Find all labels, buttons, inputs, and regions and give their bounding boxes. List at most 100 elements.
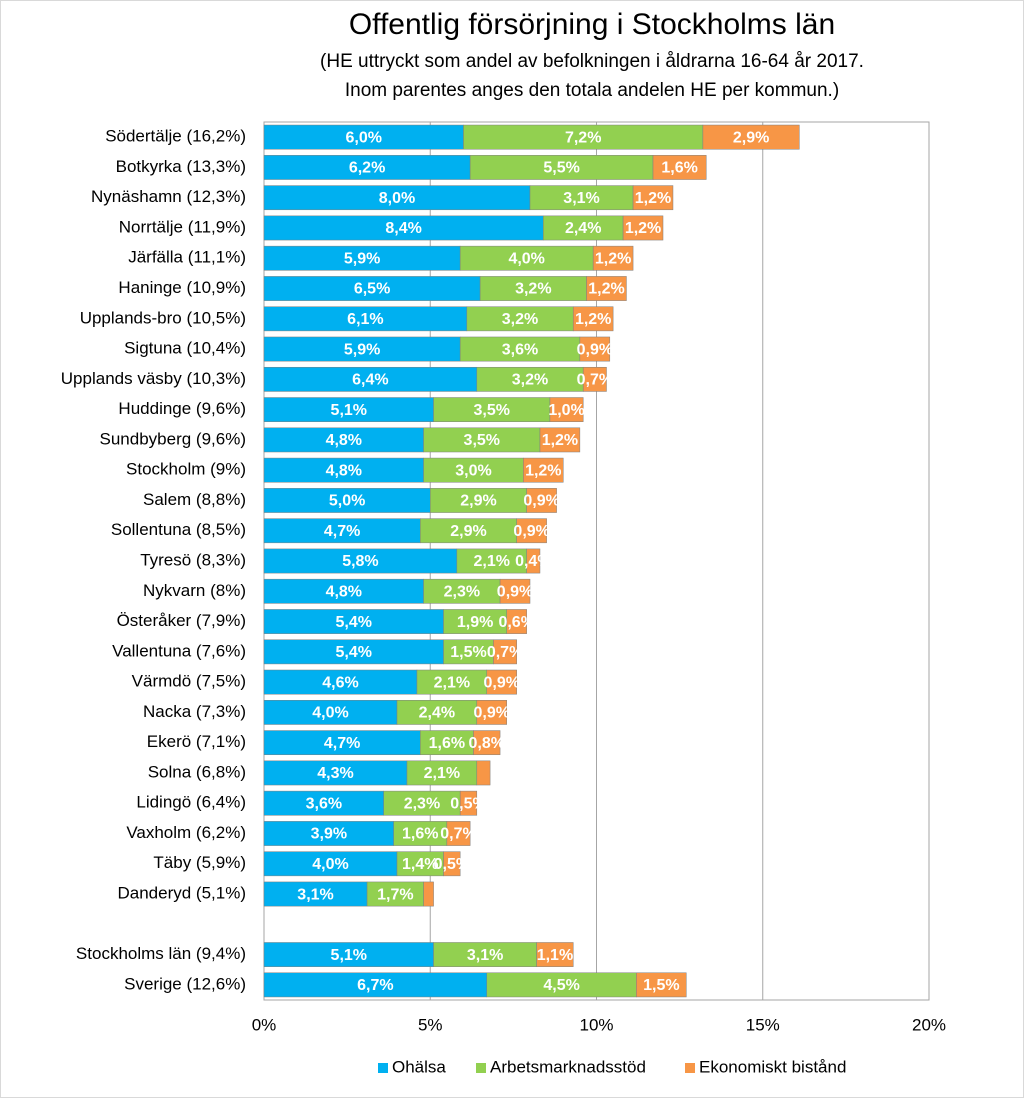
bar-segment (476, 700, 507, 725)
bar-segment (523, 457, 564, 483)
bar-segment (406, 760, 478, 786)
bar-segment (622, 215, 664, 241)
value-label: 4,7% (324, 523, 360, 540)
bar-segment (366, 881, 424, 907)
bar-segment (263, 185, 531, 211)
bar-segment (423, 881, 434, 907)
y-tick-label: Lidingö (6,4%) (136, 793, 246, 812)
value-label: 2,1% (434, 674, 470, 691)
value-label: 4,8% (326, 462, 362, 479)
value-label: 4,7% (324, 735, 360, 752)
y-tick-label: Österåker (7,9%) (117, 611, 246, 630)
bar-segment (263, 397, 434, 422)
bar-segment (516, 518, 547, 544)
value-label: 5,1% (331, 402, 367, 419)
legend-swatch (378, 1063, 388, 1073)
bar-segment (632, 185, 674, 211)
bar-segment (263, 790, 384, 816)
chart-subtitle: (HE uttryckt som andel av befolkningen i… (320, 51, 864, 72)
value-label: 3,5% (474, 402, 510, 419)
value-label: 0,7% (487, 644, 523, 661)
y-tick-label: Stockholm (9%) (126, 460, 246, 479)
bar-segment (396, 700, 478, 725)
value-label: 0,9% (474, 705, 510, 722)
bar-segment (526, 488, 557, 513)
value-label: 1,2% (525, 462, 561, 479)
value-label: 6,0% (346, 129, 382, 146)
bar-segment (416, 669, 488, 695)
y-tick-label: Sverige (12,6%) (124, 974, 246, 993)
value-label: 2,3% (444, 583, 480, 600)
value-label: 0,8% (469, 735, 505, 752)
y-tick-label: Sundbyberg (9,6%) (100, 429, 246, 448)
bar-segment (549, 397, 584, 422)
bar-segment (263, 124, 464, 150)
value-label: 5,8% (342, 553, 378, 570)
bar-segment (263, 548, 458, 574)
bar-segment (579, 336, 611, 362)
legend-label: Ohälsa (392, 1057, 446, 1076)
value-label: 2,4% (565, 220, 601, 237)
chart-subtitle: Inom parentes anges den totala andelen H… (345, 80, 839, 101)
x-tick-label: 15% (746, 1015, 780, 1034)
value-label: 1,0% (548, 402, 584, 419)
bar-segment (420, 730, 474, 756)
bar-segment (652, 155, 707, 180)
bar-segment (263, 488, 431, 513)
bar-segment (430, 488, 527, 513)
value-label: 5,4% (336, 644, 372, 661)
value-label: 1,6% (429, 735, 465, 752)
value-label: 5,9% (344, 341, 380, 358)
y-tick-label: Täby (5,9%) (153, 853, 246, 872)
y-tick-label: Norrtälje (11,9%) (119, 217, 246, 236)
value-label: 4,8% (326, 432, 362, 449)
value-label: 7,2% (565, 129, 601, 146)
value-label: 3,2% (502, 311, 538, 328)
x-tick-label: 20% (912, 1015, 946, 1034)
value-label: 6,5% (354, 281, 390, 298)
value-label: 1,2% (575, 311, 611, 328)
bar-segment (499, 578, 531, 604)
y-tick-label: Upplands väsby (10,3%) (61, 369, 246, 388)
value-label: 0,9% (513, 523, 549, 540)
bar-segment (263, 155, 471, 180)
value-label: 3,0% (455, 462, 491, 479)
bar-segment (443, 851, 461, 877)
bar-segment (263, 700, 398, 725)
bar-segment (263, 730, 421, 756)
value-label: 1,4% (402, 856, 438, 873)
bar-segment (263, 427, 424, 453)
legend-swatch (476, 1063, 486, 1073)
value-label: 4,0% (312, 705, 348, 722)
y-tick-label: Tyresö (8,3%) (140, 550, 246, 569)
bar-segment (506, 609, 527, 634)
y-tick-label: Ekerö (7,1%) (147, 732, 246, 751)
value-label: 2,3% (404, 795, 440, 812)
bar-segment (263, 609, 444, 634)
y-tick-label: Upplands-bro (10,5%) (80, 308, 246, 327)
y-tick-label: Nacka (7,3%) (143, 702, 246, 721)
y-tick-label: Nykvarn (8%) (143, 581, 246, 600)
value-label: 2,9% (733, 129, 769, 146)
value-label: 1,9% (457, 614, 493, 631)
y-tick-label: Sigtuna (10,4%) (124, 339, 246, 358)
value-label: 3,1% (563, 190, 599, 207)
value-label: 4,0% (508, 250, 544, 267)
y-tick-label: Danderyd (5,1%) (117, 884, 246, 903)
value-label: 1,2% (625, 220, 661, 237)
bar-segment (263, 821, 394, 846)
value-label: 4,8% (326, 583, 362, 600)
y-tick-label: Vaxholm (6,2%) (126, 823, 246, 842)
bar-segment (423, 578, 501, 604)
bar-segment (433, 942, 537, 967)
bar-segment (476, 760, 491, 786)
value-label: 3,1% (467, 947, 503, 964)
value-label: 4,5% (543, 977, 579, 994)
y-tick-label: Solna (6,8%) (148, 762, 246, 781)
y-tick-label: Haninge (10,9%) (118, 278, 246, 297)
bar-segment (586, 276, 627, 301)
value-label: 1,6% (402, 826, 438, 843)
bar-segment (263, 336, 461, 362)
value-label: 5,9% (344, 250, 380, 267)
value-label: 0,9% (523, 493, 559, 510)
